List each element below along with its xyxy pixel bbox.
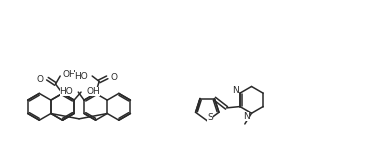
Text: O: O <box>110 73 117 82</box>
Text: N: N <box>232 86 239 95</box>
Text: OH: OH <box>62 69 76 78</box>
Text: N: N <box>243 112 250 121</box>
Text: O: O <box>36 75 43 84</box>
Text: HO: HO <box>60 87 73 96</box>
Text: HO: HO <box>74 71 88 80</box>
Text: OH: OH <box>86 87 100 96</box>
Text: S: S <box>207 113 213 122</box>
